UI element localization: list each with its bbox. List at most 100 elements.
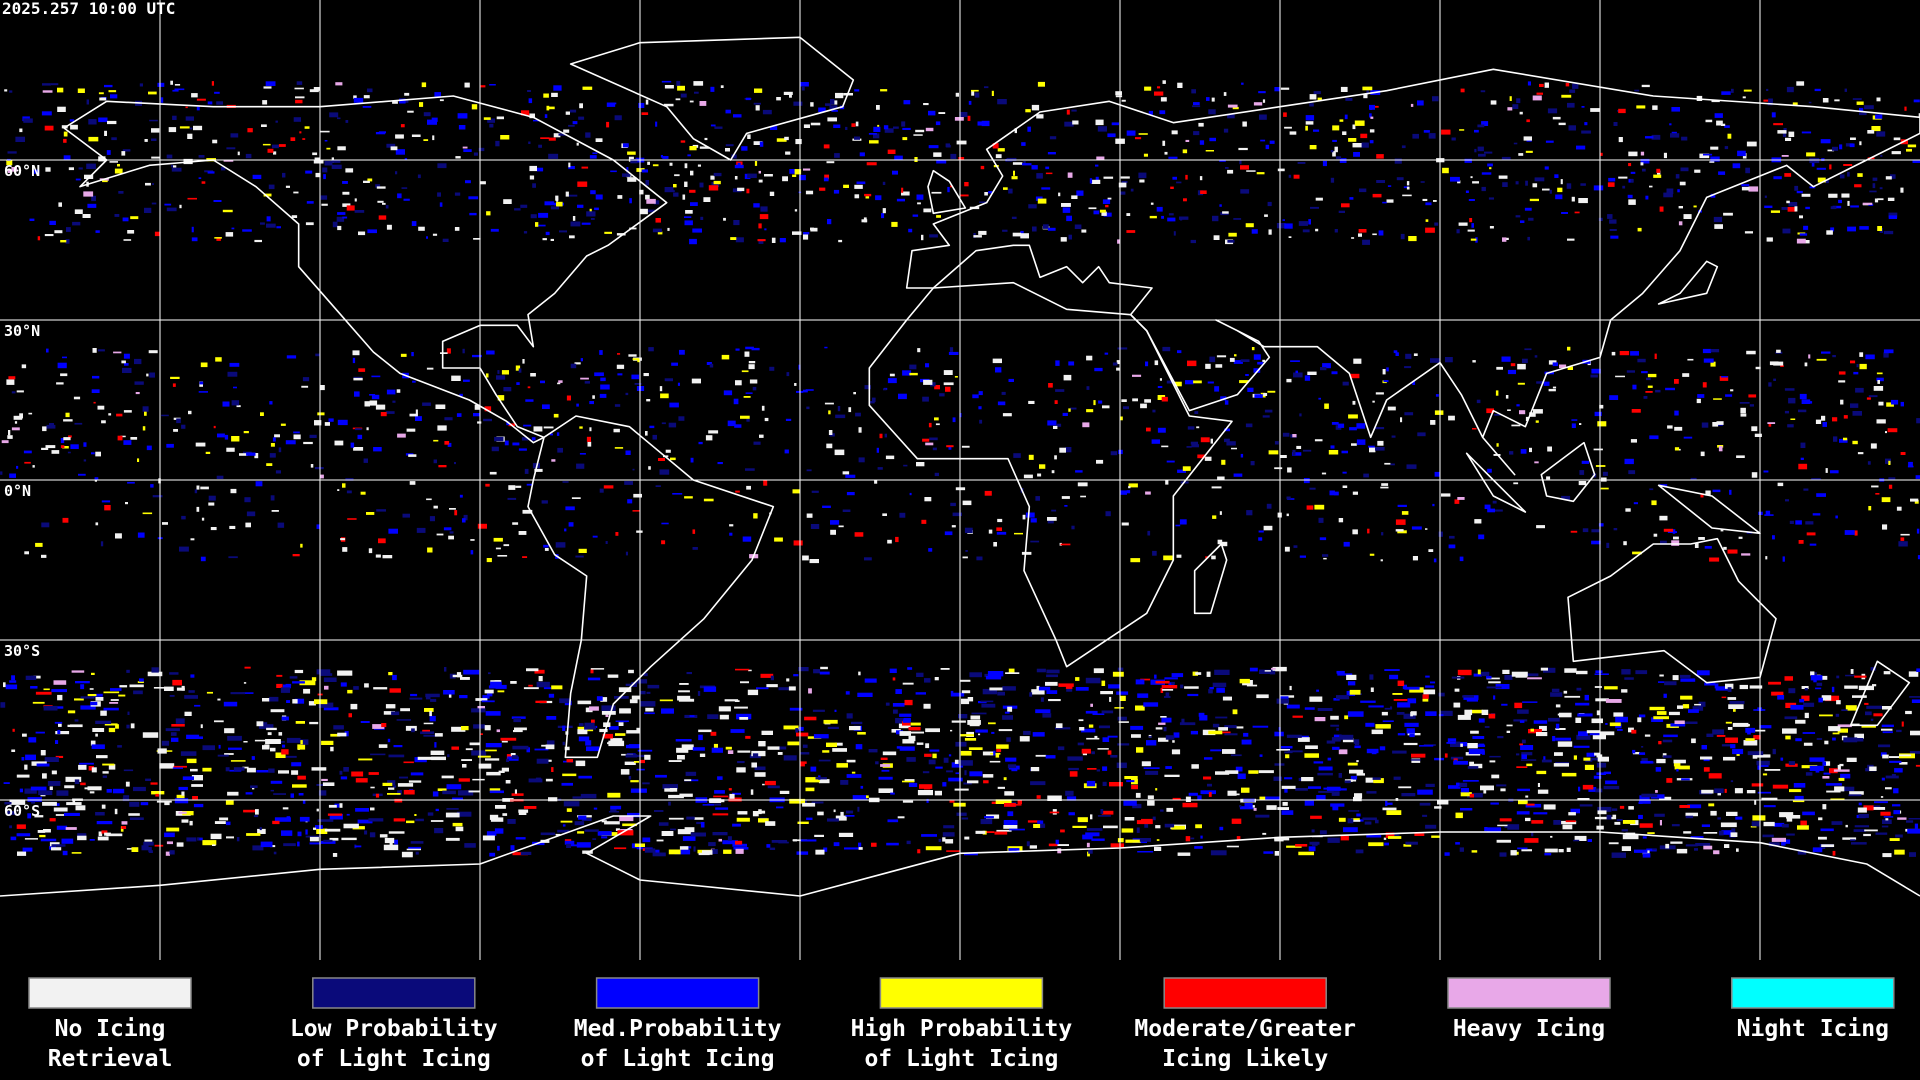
icing-cloud <box>1404 412 1414 416</box>
icing-cloud <box>485 483 490 487</box>
icing-cloud <box>1203 776 1212 780</box>
icing-cloud <box>169 672 179 675</box>
icing-cloud <box>943 825 955 829</box>
icing-cloud <box>1710 349 1720 353</box>
icing-cloud <box>571 497 581 499</box>
icing-cloud <box>1536 732 1548 737</box>
icing-cloud <box>202 767 212 772</box>
icing-cloud <box>1832 355 1836 358</box>
icing-cloud <box>1531 820 1544 824</box>
icing-cloud <box>283 684 291 689</box>
icing-cloud <box>1518 153 1524 156</box>
icing-cloud <box>98 117 108 123</box>
icing-cloud <box>578 775 592 779</box>
icing-cloud <box>1308 786 1321 789</box>
icing-cloud <box>1829 164 1832 170</box>
icing-cloud <box>1046 669 1060 674</box>
icing-cloud <box>1222 749 1236 754</box>
icing-cloud <box>104 84 113 88</box>
icing-cloud <box>746 188 750 194</box>
icing-cloud <box>1394 158 1402 164</box>
icing-cloud <box>916 194 924 200</box>
icing-cloud <box>451 375 461 381</box>
icing-cloud <box>703 686 717 692</box>
icing-cloud <box>1467 229 1475 232</box>
icing-cloud <box>1481 121 1489 126</box>
icing-cloud <box>362 106 372 108</box>
icing-cloud <box>42 773 47 779</box>
icing-cloud <box>1007 811 1014 817</box>
icing-cloud <box>984 86 989 89</box>
icing-cloud <box>1885 458 1891 464</box>
icing-cloud <box>1727 727 1733 730</box>
icing-cloud <box>1017 800 1022 805</box>
icing-cloud <box>1883 671 1891 675</box>
icing-cloud <box>1177 852 1191 856</box>
icing-cloud <box>1506 730 1511 733</box>
icing-cloud <box>1088 724 1094 728</box>
legend-swatch <box>312 977 476 1009</box>
icing-cloud <box>244 497 251 503</box>
icing-cloud <box>108 90 117 93</box>
icing-cloud <box>60 438 65 444</box>
icing-cloud <box>881 769 890 772</box>
icing-cloud <box>1316 689 1319 692</box>
icing-cloud <box>74 209 83 214</box>
icing-cloud <box>582 86 593 90</box>
icing-cloud <box>1123 406 1129 410</box>
icing-cloud <box>935 423 940 426</box>
icing-cloud <box>1396 712 1405 715</box>
icing-cloud <box>1309 487 1316 490</box>
icing-cloud <box>858 457 865 463</box>
icing-cloud <box>1628 470 1636 475</box>
icing-cloud <box>1510 850 1517 856</box>
icing-cloud <box>1821 695 1832 701</box>
icing-cloud <box>1772 748 1776 755</box>
icing-cloud <box>501 740 508 743</box>
icing-cloud <box>534 669 545 674</box>
icing-cloud <box>161 740 170 746</box>
icing-cloud <box>1543 381 1550 386</box>
icing-cloud <box>484 689 494 694</box>
icing-cloud <box>1781 155 1789 157</box>
icing-cloud <box>1474 519 1482 524</box>
icing-cloud <box>95 451 101 457</box>
icing-cloud <box>427 812 434 816</box>
icing-cloud <box>1596 710 1601 716</box>
icing-cloud <box>1520 449 1527 454</box>
icing-cloud <box>877 467 883 470</box>
icing-cloud <box>1566 183 1572 189</box>
icing-cloud <box>318 790 327 796</box>
icing-cloud <box>1645 195 1649 200</box>
icing-cloud <box>704 137 708 141</box>
icing-cloud <box>188 690 195 693</box>
icing-cloud <box>309 836 319 842</box>
icing-cloud <box>988 722 996 725</box>
icing-cloud <box>1605 780 1618 785</box>
icing-cloud <box>1352 400 1356 405</box>
icing-cloud <box>1137 851 1154 853</box>
icing-cloud <box>1525 795 1529 798</box>
icing-cloud <box>1219 160 1226 162</box>
icing-cloud <box>121 360 126 364</box>
icing-cloud <box>342 547 348 552</box>
icing-cloud <box>557 447 563 453</box>
icing-cloud <box>1894 768 1903 773</box>
icing-cloud <box>1681 136 1688 141</box>
icing-cloud <box>858 427 862 433</box>
icing-cloud <box>1486 686 1502 689</box>
icing-cloud <box>742 536 752 542</box>
icing-cloud <box>308 701 316 706</box>
icing-cloud <box>951 762 964 768</box>
icing-cloud <box>562 773 577 777</box>
icing-cloud <box>1851 842 1867 845</box>
icing-cloud <box>1208 730 1223 735</box>
icing-cloud <box>1241 739 1252 745</box>
icing-cloud <box>1715 686 1729 691</box>
icing-cloud <box>35 542 43 547</box>
icing-cloud <box>1002 229 1008 232</box>
icing-cloud <box>1727 549 1738 554</box>
icing-cloud <box>1358 233 1362 237</box>
icing-cloud <box>1727 697 1737 700</box>
icing-cloud <box>1413 353 1418 356</box>
